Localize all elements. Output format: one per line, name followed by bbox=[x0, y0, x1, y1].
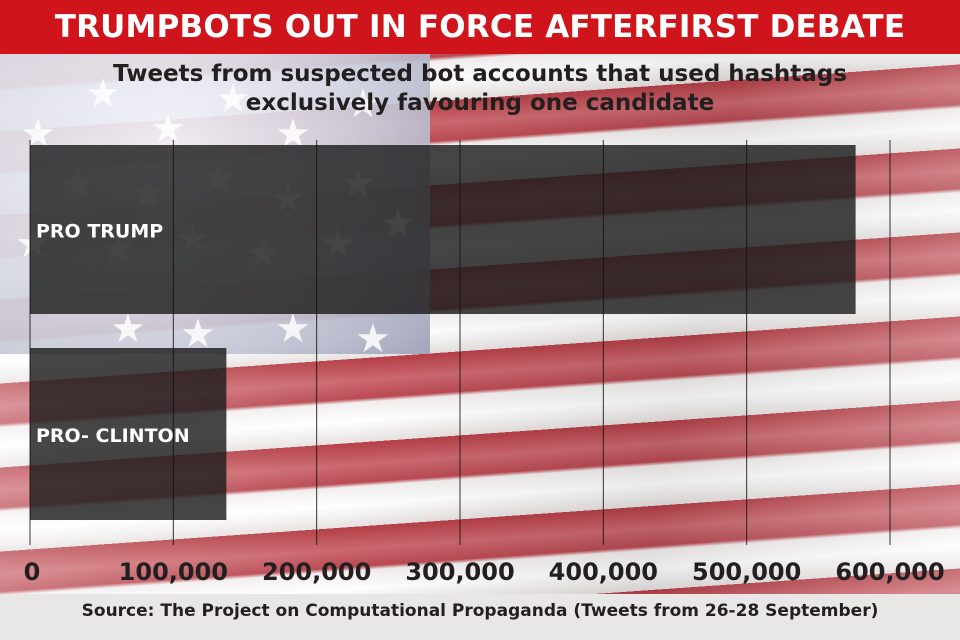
tick-label: 0 bbox=[24, 558, 41, 586]
flag-star-icon: ★ bbox=[345, 84, 381, 124]
bar bbox=[30, 145, 856, 314]
chart-subtitle-line-2: exclusively favouring one candidate bbox=[245, 90, 715, 116]
flag-star-icon: ★ bbox=[85, 74, 121, 114]
source-text: Source: The Project on Computational Pro… bbox=[81, 601, 879, 621]
category-label: PRO TRUMP bbox=[36, 221, 163, 243]
flag-star-icon: ★ bbox=[355, 319, 391, 359]
tick-label: 400,000 bbox=[549, 558, 658, 586]
flag-star-icon: ★ bbox=[275, 309, 311, 349]
tick-label: 100,000 bbox=[119, 558, 228, 586]
flag-star-icon: ★ bbox=[110, 309, 146, 349]
bar-chart: PRO TRUMP PRO- CLINTON 0 100,000 200,000 300,… bbox=[24, 140, 945, 586]
headline-title: TRUMPBOTS OUT IN FORCE AFTERFIRST DEBATE bbox=[54, 9, 906, 45]
tick-label: 200,000 bbox=[262, 558, 371, 586]
headline-banner: TRUMPBOTS OUT IN FORCE AFTERFIRST DEBATE bbox=[0, 0, 960, 54]
chart-subtitle: Tweets from suspected bot accounts that … bbox=[0, 60, 960, 118]
category-label: PRO- CLINTON bbox=[36, 425, 190, 447]
bar bbox=[30, 348, 227, 520]
flag-star-icon: ★ bbox=[215, 79, 251, 119]
tick-label: 600,000 bbox=[835, 558, 944, 586]
flag-star-icon: ★ bbox=[180, 314, 216, 354]
tick-label: 500,000 bbox=[692, 558, 801, 586]
tick-label: 300,000 bbox=[405, 558, 514, 586]
chart-subtitle-line-1: Tweets from suspected bot accounts that … bbox=[113, 61, 847, 87]
flag-star-icon: ★ bbox=[150, 109, 186, 149]
source-footer: Source: The Project on Computational Pro… bbox=[0, 594, 960, 640]
